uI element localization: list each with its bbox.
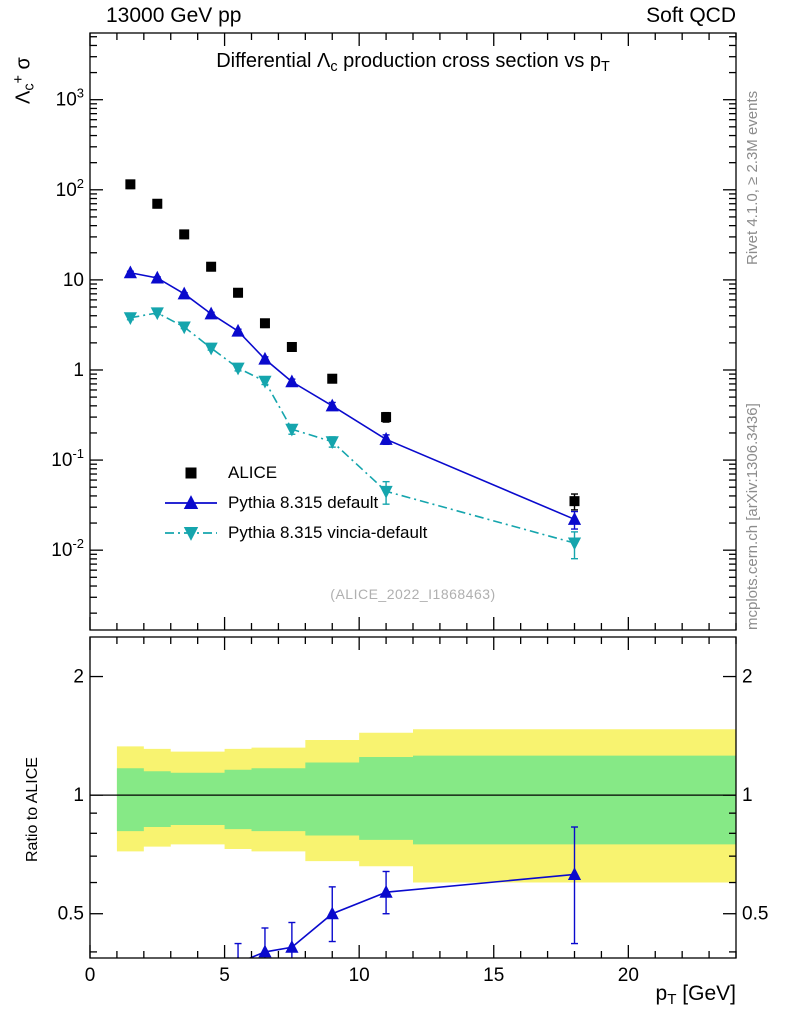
legend-item-label: Pythia 8.315 vincia-default bbox=[228, 523, 428, 542]
svg-text:10-1: 10-1 bbox=[51, 446, 84, 471]
ratio-uncertainty-bands bbox=[116, 729, 736, 883]
x-axis-title: pT [GeV] bbox=[655, 982, 736, 1009]
series-pythia-8-315-vincia-default bbox=[123, 307, 582, 560]
analysis-id-watermark: (ALICE_2022_I1868463) bbox=[330, 586, 496, 602]
svg-text:15: 15 bbox=[483, 965, 504, 986]
svg-text:2: 2 bbox=[742, 667, 753, 688]
legend: ALICE Pythia 8.315 default Pythia 8.315 vi… bbox=[162, 458, 427, 548]
legend-marker-triangle-down bbox=[165, 527, 217, 541]
inner-uncertainty-band bbox=[116, 755, 736, 845]
main-panel-series bbox=[123, 179, 582, 560]
rivet-version-note: Rivet 4.1.0, ≥ 2.3M events bbox=[744, 90, 761, 265]
mcplots-attribution-note: mcplots.cern.ch [arXiv:1306.3436] bbox=[744, 403, 761, 630]
series-alice bbox=[125, 179, 580, 511]
legend-marker-square bbox=[185, 467, 197, 479]
svg-text:1: 1 bbox=[742, 785, 753, 806]
svg-text:10: 10 bbox=[349, 965, 370, 986]
svg-text:10-2: 10-2 bbox=[51, 536, 84, 561]
svg-text:5: 5 bbox=[219, 965, 230, 986]
svg-text:103: 103 bbox=[56, 86, 84, 111]
plot-title: Differential Λc production cross section… bbox=[216, 50, 610, 76]
svg-text:1: 1 bbox=[73, 785, 84, 806]
legend-item: Pythia 8.315 vincia-default bbox=[162, 518, 427, 548]
ratio-y-axis-title: Ratio to ALICE bbox=[24, 757, 41, 862]
svg-text:10: 10 bbox=[63, 270, 84, 291]
legend-item: ALICE bbox=[162, 458, 427, 488]
svg-text:20: 20 bbox=[618, 965, 639, 986]
legend-marker-triangle-up bbox=[165, 495, 217, 509]
process-group-label: Soft QCD bbox=[646, 4, 736, 27]
svg-text:0.5: 0.5 bbox=[58, 904, 84, 925]
y-axis-title: Λc+ σ bbox=[11, 57, 38, 104]
svg-text:2: 2 bbox=[73, 667, 84, 688]
beam-energy-label: 13000 GeV pp bbox=[106, 4, 242, 27]
legend-item-label: Pythia 8.315 default bbox=[228, 493, 379, 512]
legend-item-label: ALICE bbox=[228, 463, 278, 482]
series-pythia-8-315-default bbox=[123, 265, 582, 530]
svg-text:0.5: 0.5 bbox=[742, 904, 768, 925]
legend-item: Pythia 8.315 default bbox=[162, 488, 427, 518]
svg-text:102: 102 bbox=[56, 176, 84, 201]
svg-text:0: 0 bbox=[85, 965, 96, 986]
svg-text:1: 1 bbox=[73, 360, 84, 381]
